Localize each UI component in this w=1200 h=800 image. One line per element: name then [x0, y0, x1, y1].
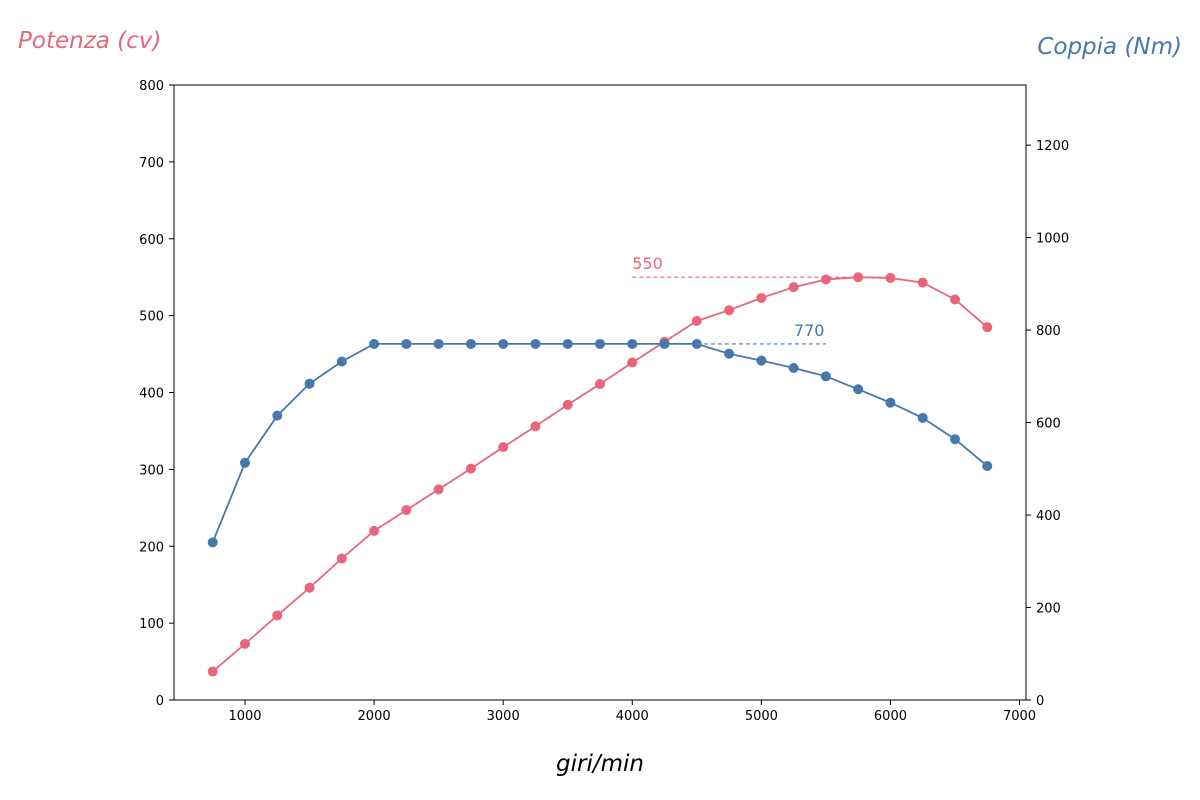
torque-point	[659, 338, 670, 349]
y-right-tick-label: 400	[1036, 509, 1061, 524]
torque-point	[369, 338, 380, 349]
torque-point	[853, 384, 864, 395]
torque-point	[595, 338, 605, 349]
power-point	[304, 582, 315, 593]
torque-point	[207, 537, 218, 548]
power-point	[917, 277, 928, 288]
torque-point	[982, 461, 993, 472]
power-point	[820, 274, 831, 285]
x-tick-label: 4000	[616, 709, 649, 724]
y-right-tick-label: 800	[1036, 324, 1061, 339]
y-right-tick-label: 600	[1036, 417, 1061, 432]
y-left-tick-label: 600	[139, 233, 164, 248]
y-left-tick-label: 800	[139, 79, 164, 94]
power-point	[401, 505, 412, 516]
torque-point	[627, 338, 638, 349]
torque-point	[724, 348, 735, 359]
y-right-tick-label: 1000	[1036, 232, 1069, 247]
power-point	[465, 463, 476, 474]
power-point	[207, 666, 218, 677]
torque-point	[465, 338, 476, 349]
power-point	[498, 442, 509, 453]
power-point	[595, 379, 605, 390]
power-point	[530, 421, 541, 432]
torque-point	[336, 356, 347, 367]
y-left-tick-label: 200	[139, 540, 164, 555]
plot-area: 1000 2000 3000 4000 5000 6000 7000010020030040…	[139, 79, 1069, 724]
power-peak-label: 550	[632, 254, 663, 273]
y-left-tick-label: 400	[139, 387, 164, 402]
plot-frame	[173, 84, 1027, 701]
x-tick-label: 3000	[487, 709, 520, 724]
x-tick-label: 1000	[228, 709, 261, 724]
torque-point	[820, 371, 831, 382]
torque-point	[498, 338, 509, 349]
power-point	[691, 316, 702, 327]
torque-point	[433, 338, 444, 349]
torque-point	[788, 362, 799, 373]
torque-point	[950, 434, 960, 445]
torque-point	[885, 397, 896, 408]
power-point	[369, 525, 380, 536]
torque-peak-label: 770	[794, 321, 825, 340]
y-left-axis-title: Potenza (cv)	[18, 28, 161, 54]
power-point	[724, 305, 735, 316]
power-point	[240, 638, 250, 649]
x-tick-label: 7000	[1003, 709, 1036, 724]
torque-point	[304, 378, 315, 389]
y-left-tick-label: 500	[139, 310, 164, 325]
x-tick-label: 2000	[358, 709, 391, 724]
power-point	[756, 292, 767, 303]
power-point	[788, 282, 799, 293]
torque-point	[272, 410, 283, 421]
torque-point	[756, 355, 767, 366]
y-right-tick-label: 1200	[1036, 139, 1069, 154]
y-left-tick-label: 700	[139, 156, 164, 171]
x-axis-title: giri/min	[556, 751, 644, 777]
power-point	[272, 610, 283, 621]
y-left-tick-label: 0	[156, 694, 164, 709]
power-line	[212, 276, 988, 673]
y-right-axis-title: Coppia (Nm)	[1037, 34, 1182, 60]
power-point	[982, 322, 993, 333]
power-point	[627, 357, 638, 368]
y-right-tick-label: 0	[1036, 694, 1044, 709]
torque-point	[917, 412, 928, 423]
y-right-tick-label: 200	[1036, 602, 1061, 617]
torque-line	[211, 342, 988, 543]
power-point	[562, 399, 573, 410]
torque-point	[401, 338, 412, 349]
y-left-tick-label: 100	[139, 617, 164, 632]
x-tick-label: 6000	[874, 709, 907, 724]
y-left-tick-label: 300	[139, 463, 164, 478]
torque-point	[530, 338, 541, 349]
torque-point	[562, 338, 573, 349]
power-point	[950, 294, 960, 305]
power-point	[336, 553, 347, 564]
power-point	[885, 272, 896, 283]
power-point	[433, 484, 444, 495]
x-tick-label: 5000	[745, 709, 778, 724]
torque-point	[240, 457, 250, 468]
